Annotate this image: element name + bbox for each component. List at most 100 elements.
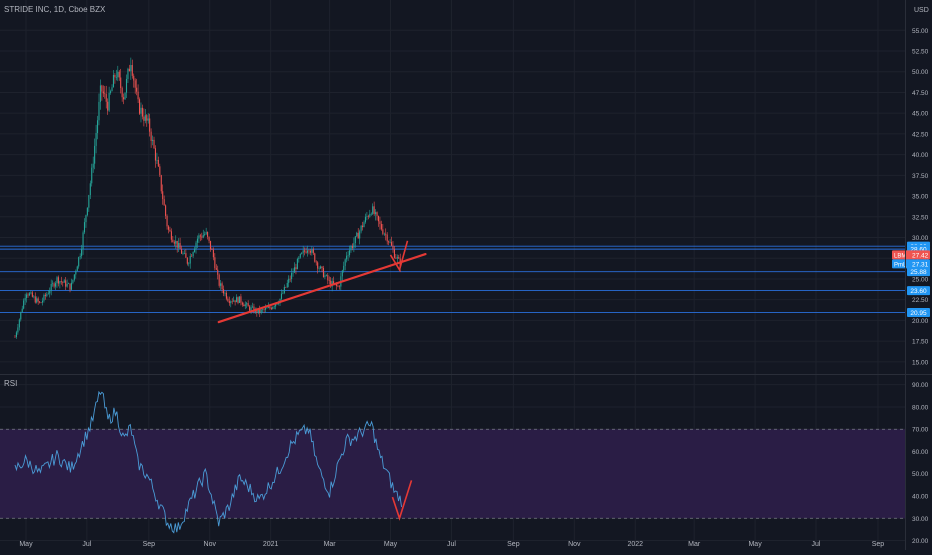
candle-body[interactable]	[350, 246, 352, 251]
candle-body[interactable]	[157, 159, 159, 167]
candle-body[interactable]	[224, 292, 226, 294]
candle-body[interactable]	[85, 215, 87, 223]
candle-body[interactable]	[66, 283, 68, 287]
candle-body[interactable]	[363, 222, 365, 228]
candle-body[interactable]	[367, 216, 369, 217]
candle-body[interactable]	[237, 297, 239, 303]
candle-body[interactable]	[34, 296, 36, 303]
candle-body[interactable]	[259, 309, 261, 313]
candle-body[interactable]	[393, 249, 395, 258]
candle-body[interactable]	[344, 259, 346, 266]
candle-body[interactable]	[86, 207, 88, 216]
candle-body[interactable]	[251, 306, 254, 308]
candle-body[interactable]	[377, 215, 380, 222]
candle-body[interactable]	[266, 307, 268, 309]
candle-body[interactable]	[30, 292, 32, 294]
candle-body[interactable]	[194, 248, 196, 253]
candle-body[interactable]	[143, 116, 145, 121]
candle-body[interactable]	[46, 294, 48, 296]
candle-body[interactable]	[23, 300, 25, 309]
candle-body[interactable]	[385, 233, 387, 235]
candle-body[interactable]	[295, 267, 297, 270]
candle-body[interactable]	[289, 278, 291, 280]
candle-body[interactable]	[267, 306, 269, 308]
candle-body[interactable]	[54, 283, 57, 287]
candle-body[interactable]	[272, 307, 274, 309]
candle-body[interactable]	[264, 307, 267, 310]
candle-body[interactable]	[386, 234, 388, 242]
candle-body[interactable]	[56, 277, 58, 284]
candle-body[interactable]	[392, 245, 394, 250]
candle-body[interactable]	[244, 304, 246, 307]
candle-body[interactable]	[227, 298, 229, 302]
candle-body[interactable]	[209, 240, 212, 250]
candle-body[interactable]	[18, 319, 20, 328]
candle-body[interactable]	[165, 205, 167, 216]
candle-body[interactable]	[317, 262, 319, 269]
candle-body[interactable]	[156, 159, 158, 161]
candle-body[interactable]	[179, 242, 181, 250]
candle-body[interactable]	[99, 85, 101, 102]
candle-body[interactable]	[147, 118, 149, 121]
candle-body[interactable]	[215, 268, 217, 270]
candle-body[interactable]	[328, 280, 330, 281]
candle-body[interactable]	[52, 283, 54, 285]
candle-body[interactable]	[360, 225, 362, 232]
candle-body[interactable]	[28, 293, 31, 296]
candle-body[interactable]	[98, 101, 100, 121]
candle-body[interactable]	[69, 283, 71, 290]
candle-body[interactable]	[390, 242, 393, 246]
candle-body[interactable]	[196, 238, 199, 243]
candle-body[interactable]	[123, 97, 125, 100]
candle-body[interactable]	[376, 212, 378, 216]
candle-body[interactable]	[160, 175, 162, 192]
candle-body[interactable]	[39, 301, 41, 303]
candle-body[interactable]	[159, 166, 161, 176]
candle-body[interactable]	[21, 308, 23, 312]
candle-body[interactable]	[351, 246, 353, 248]
candle-body[interactable]	[241, 302, 243, 305]
price-check-mark[interactable]	[389, 240, 409, 272]
candle-body[interactable]	[118, 71, 120, 78]
candle-body[interactable]	[364, 216, 367, 223]
candle-body[interactable]	[218, 274, 220, 286]
candle-body[interactable]	[212, 249, 214, 258]
candle-body[interactable]	[309, 250, 311, 253]
candle-body[interactable]	[154, 148, 157, 161]
candle-body[interactable]	[304, 250, 306, 252]
candle-body[interactable]	[14, 336, 16, 338]
candle-body[interactable]	[280, 293, 283, 299]
candle-body[interactable]	[262, 309, 264, 310]
candle-body[interactable]	[50, 284, 52, 292]
candle-body[interactable]	[346, 255, 348, 260]
candle-body[interactable]	[112, 74, 115, 88]
candle-body[interactable]	[362, 225, 364, 228]
candle-body[interactable]	[111, 87, 113, 92]
candle-body[interactable]	[354, 236, 356, 244]
candle-body[interactable]	[204, 233, 206, 236]
candle-body[interactable]	[162, 191, 164, 200]
candle-body[interactable]	[247, 303, 249, 307]
candle-body[interactable]	[366, 216, 368, 217]
candle-body[interactable]	[327, 275, 329, 281]
candle-body[interactable]	[282, 292, 284, 294]
candle-body[interactable]	[137, 91, 139, 100]
candle-body[interactable]	[136, 87, 138, 92]
candle-body[interactable]	[343, 265, 345, 271]
candle-body[interactable]	[72, 279, 74, 283]
candle-body[interactable]	[337, 285, 339, 287]
candle-body[interactable]	[149, 118, 151, 132]
candle-body[interactable]	[167, 226, 170, 230]
candle-body[interactable]	[17, 327, 19, 333]
candle-body[interactable]	[83, 222, 86, 233]
candle-body[interactable]	[369, 214, 371, 217]
symbol-title[interactable]: STRIDE INC, 1D, Cboe BZX	[4, 5, 106, 14]
candle-body[interactable]	[144, 115, 146, 121]
candle-body[interactable]	[94, 145, 96, 164]
candle-body[interactable]	[315, 261, 317, 263]
candle-body[interactable]	[192, 252, 194, 257]
candle-body[interactable]	[243, 304, 245, 307]
candle-body[interactable]	[222, 289, 225, 294]
candle-body[interactable]	[180, 249, 183, 254]
